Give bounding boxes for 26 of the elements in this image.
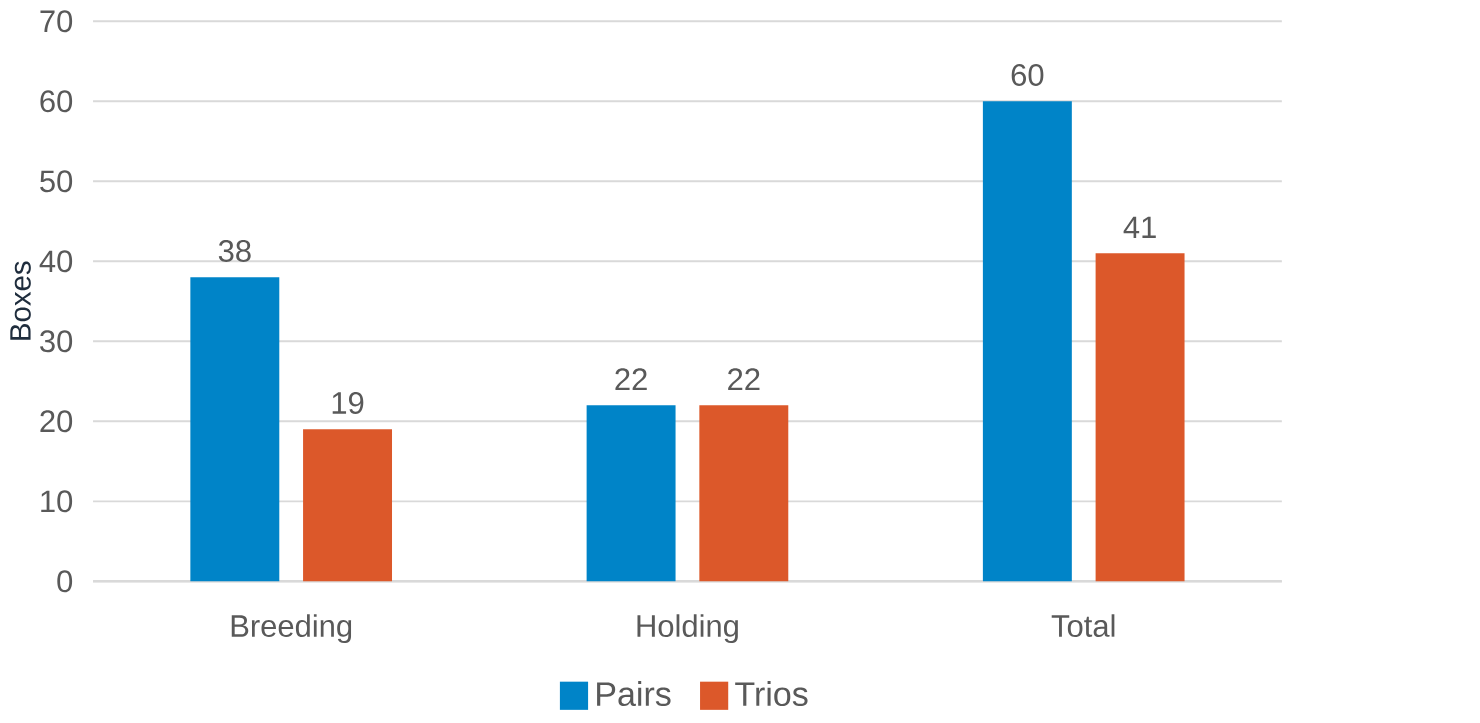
data-label: 22 [728, 368, 760, 391]
y-axis-title: Boxes [10, 261, 31, 340]
y-tick-label: 10 [41, 490, 73, 513]
data-label: 38 [218, 240, 251, 263]
y-tick-label: 0 [57, 570, 73, 593]
bar [982, 101, 1072, 582]
bar [586, 405, 676, 582]
bar [699, 405, 789, 582]
y-tick-label: 20 [40, 410, 73, 433]
y-tick-label: 40 [39, 250, 73, 273]
y-tick-label: 50 [40, 170, 73, 193]
x-tick-label: Total [1051, 614, 1115, 638]
x-tick-label: Holding [637, 614, 738, 644]
data-label: 41 [1123, 216, 1156, 239]
bar [1095, 253, 1185, 582]
legend-label: Trios [735, 681, 808, 707]
y-tick-label: 30 [40, 330, 73, 353]
x-tick-label: Breeding [231, 614, 352, 644]
data-label: 60 [1011, 64, 1044, 87]
bar [303, 429, 393, 582]
y-tick-label: 70 [40, 10, 73, 33]
data-label: 22 [615, 368, 647, 391]
data-label: 19 [332, 392, 364, 415]
legend-label: Pairs [597, 681, 671, 707]
y-tick-label: 60 [40, 90, 73, 113]
bar [190, 277, 280, 582]
